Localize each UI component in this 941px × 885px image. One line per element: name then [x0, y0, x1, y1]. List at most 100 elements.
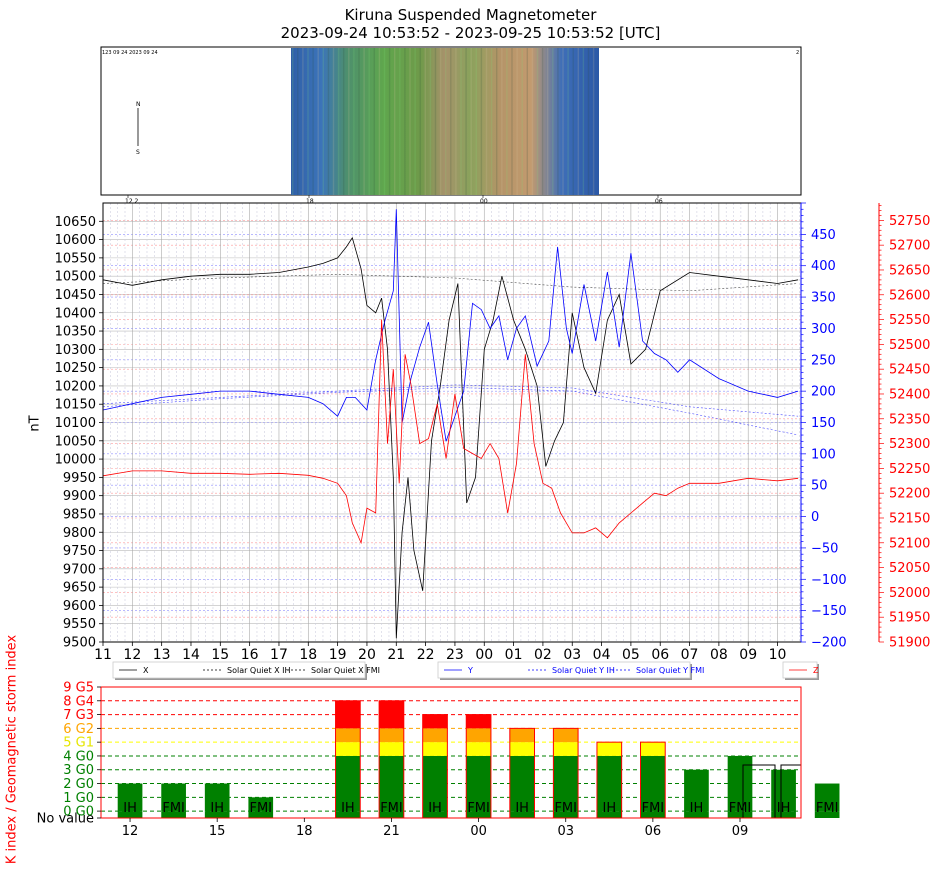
legend-x: X Solar Quiet X IH Solar Quiet X FMI: [112, 661, 380, 680]
kindex-y-label: 1 G0: [63, 791, 94, 806]
kindex-bar-label: FMI: [642, 801, 665, 816]
keogram-streak: [562, 48, 564, 195]
keogram-streak: [587, 48, 590, 195]
kindex-bar-segment: [553, 728, 579, 743]
kindex-bar-label: IH: [690, 801, 704, 816]
kindex-bar-label: IH: [123, 801, 137, 816]
hour-tick-label: 13: [153, 647, 171, 663]
keogram-tick-label: 00: [480, 198, 488, 205]
kindex-bar-base: [814, 811, 840, 818]
hour-tick-label: 03: [563, 647, 581, 663]
kindex-bar-segment: [422, 742, 448, 756]
keogram-streak: [547, 48, 549, 195]
left-tick-label: 10450: [55, 288, 96, 303]
keogram-streak: [414, 48, 416, 195]
left-tick-label: 9500: [63, 636, 96, 651]
kindex-bar-label: IH: [210, 801, 224, 816]
kindex-y-label: 4 G0: [63, 749, 94, 764]
kindex-y-label: No value: [37, 812, 94, 827]
left-tick-label: 10400: [55, 306, 96, 321]
keogram-image: [291, 48, 599, 195]
legend-label: Z: [813, 666, 819, 675]
left-tick-label: 10550: [55, 251, 96, 266]
kindex-bar-segment: [466, 728, 491, 743]
hour-tick-label: 09: [739, 647, 757, 663]
red-tick-label: 52700: [889, 239, 930, 254]
keogram-streak: [307, 48, 309, 195]
kindex-bar-base: [684, 811, 709, 818]
keogram-streak: [501, 48, 503, 195]
kindex-bar-label: IH: [602, 801, 616, 816]
kindex-bar-label: FMI: [467, 801, 490, 816]
kindex-y-label: 2 G0: [63, 777, 94, 792]
hour-tick-label: 21: [387, 647, 405, 663]
legend-label: Y: [467, 666, 473, 675]
keogram-streak: [552, 48, 554, 195]
kindex-y-label: 7 G3: [63, 708, 94, 723]
legend-z: Z: [782, 661, 819, 680]
hour-tick-label: 16: [241, 647, 259, 663]
series-z: [102, 319, 799, 545]
kindex-bar-base: [771, 811, 796, 818]
series-y: [102, 209, 799, 442]
keogram-streak: [434, 48, 437, 195]
keogram-streak: [582, 48, 585, 195]
kindex-bar-base: [553, 811, 579, 818]
keogram-streak: [521, 48, 523, 195]
left-tick-label: 10100: [55, 416, 96, 431]
left-tick-label: 10600: [55, 233, 96, 248]
keogram-streak: [445, 48, 447, 195]
kindex-bar-segment: [379, 728, 404, 743]
red-tick-label: 52400: [889, 387, 930, 402]
keogram-streak: [526, 48, 528, 195]
keogram-streak: [292, 48, 294, 195]
left-tick-label: 9950: [63, 471, 96, 486]
blue-tick-label: −50: [811, 541, 838, 556]
kindex-bar-segment: [684, 769, 709, 812]
hour-tick-label: 14: [182, 647, 200, 663]
left-tick-label: 10200: [55, 379, 96, 394]
kindex-y-label: 3 G0: [63, 763, 94, 778]
kindex-bar-segment: [509, 755, 535, 812]
keogram-streak: [378, 48, 381, 195]
kindex-bar-segment: [640, 755, 666, 812]
kindex-bar-segment: [422, 728, 448, 743]
left-tick-label: 9650: [63, 581, 96, 596]
kindex-bar-segment: [640, 742, 666, 756]
hour-tick-label: 12: [123, 647, 141, 663]
left-tick-label: 9700: [63, 562, 96, 577]
blue-tick-label: −150: [811, 604, 847, 619]
compass-south: S: [136, 149, 140, 156]
kindex-bar-base: [117, 811, 143, 818]
kindex-x-label: 21: [383, 824, 400, 839]
keogram-streak: [577, 48, 579, 195]
keogram-streak: [470, 48, 472, 195]
keogram-streak: [567, 48, 569, 195]
keogram-streak: [409, 48, 411, 195]
hour-tick-label: 04: [593, 647, 611, 663]
kindex-y-label: 6 G2: [63, 722, 94, 737]
kindex-bar-label: IH: [777, 801, 791, 816]
kindex-x-label: 00: [470, 824, 487, 839]
blue-tick-label: 450: [811, 228, 836, 243]
red-tick-label: 52650: [889, 263, 930, 278]
hour-tick-label: 18: [299, 647, 317, 663]
series-solar-quiet-x-ih: [102, 273, 799, 292]
keogram-streak: [302, 48, 304, 195]
keogram-streak: [368, 48, 370, 195]
kindex-bar-segment: [335, 700, 361, 729]
keogram-streak: [383, 48, 386, 195]
hour-tick-label: 17: [270, 647, 288, 663]
keogram-streak: [475, 48, 477, 195]
kindex-x-label: 15: [209, 824, 226, 839]
keogram-tick-label: 18: [306, 198, 314, 205]
keogram-streak: [531, 48, 534, 195]
kindex-y-label: 0 G0: [63, 805, 94, 820]
keogram-streak: [429, 48, 432, 195]
left-tick-label: 10150: [55, 398, 96, 413]
keogram-streak: [388, 48, 391, 195]
left-tick-label: 10350: [55, 325, 96, 340]
hour-tick-label: 19: [329, 647, 347, 663]
kindex-frame: [100, 686, 802, 819]
keogram-streak: [536, 48, 539, 195]
